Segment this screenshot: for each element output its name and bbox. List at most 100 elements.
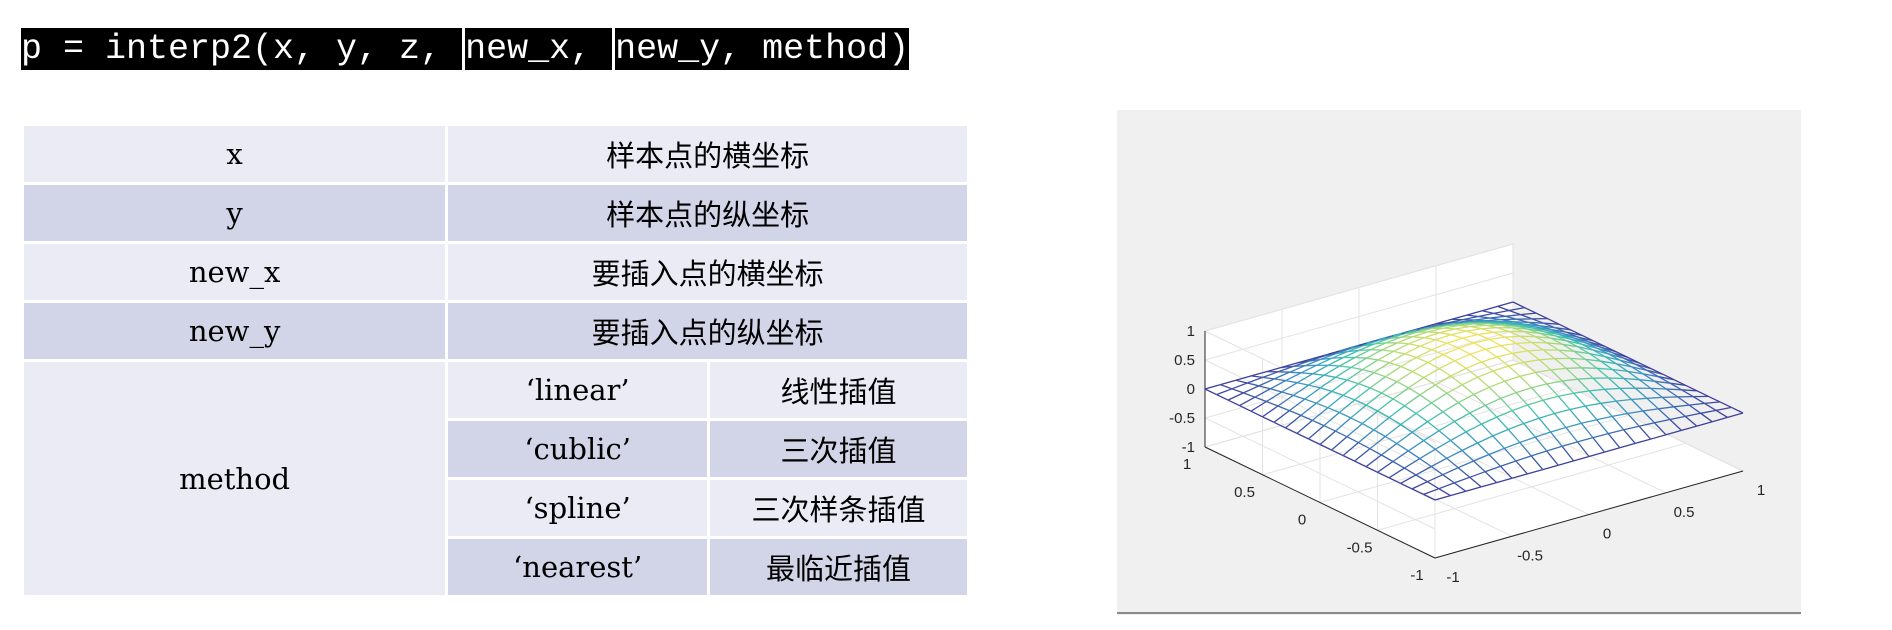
- surface-mesh-line: [1327, 394, 1344, 409]
- surface-mesh-line: [1661, 396, 1675, 408]
- table-row: x 样本点的横坐标: [20, 123, 970, 185]
- surface-mesh-line: [1430, 465, 1444, 476]
- surface-mesh-line: [1311, 407, 1329, 421]
- surface-mesh-line: [1731, 406, 1744, 414]
- surface-mesh-line: [1400, 365, 1413, 373]
- surface-mesh-line: [1623, 357, 1636, 365]
- code-separator: [612, 28, 616, 70]
- surface-mesh-line: [1477, 333, 1490, 340]
- surface-mesh-line: [1500, 342, 1517, 347]
- surface-mesh-line: [1365, 404, 1378, 412]
- surface-mesh-line: [1485, 319, 1502, 322]
- surface-mesh-line: [1581, 334, 1594, 342]
- surface-mesh-line: [1528, 321, 1540, 327]
- surface-mesh-line: [1600, 360, 1617, 365]
- surface-mesh-line: [1477, 376, 1490, 388]
- surface-mesh-line: [1342, 394, 1355, 401]
- surface-mesh-line: [1639, 362, 1652, 370]
- code-part-3: ,: [570, 29, 613, 69]
- surface-mesh-line: [1542, 349, 1556, 360]
- surface-mesh-line: [1481, 356, 1498, 363]
- surface-mesh-line: [1404, 353, 1417, 359]
- surface-mesh-line: [1569, 357, 1583, 369]
- surface-mesh-line: [1388, 416, 1402, 426]
- surface-mesh-line: [1427, 411, 1444, 423]
- surface-mesh-line: [1639, 379, 1655, 382]
- surface-mesh-line: [1419, 339, 1436, 347]
- surface-mesh-line: [1493, 312, 1506, 317]
- surface-mesh-line: [1427, 421, 1440, 432]
- surface-mesh-line: [1427, 361, 1440, 370]
- surface-mesh-line: [1423, 493, 1436, 501]
- surface-mesh-line: [1508, 306, 1525, 312]
- surface-mesh-line: [1415, 465, 1432, 476]
- surface-mesh-line: [1519, 335, 1533, 344]
- surface-mesh-line: [1300, 414, 1313, 421]
- surface-mesh-line: [1634, 387, 1648, 399]
- surface-mesh-line: [1385, 336, 1402, 344]
- surface-mesh-line: [1566, 331, 1583, 336]
- surface-mesh-line: [1585, 402, 1601, 407]
- method-option-desc: 三次插值: [707, 418, 970, 480]
- surface-mesh-line: [1458, 323, 1475, 327]
- surface-mesh-line: [1381, 442, 1398, 456]
- surface-mesh-line: [1712, 416, 1728, 423]
- surface-mesh-line: [1454, 353, 1471, 362]
- surface-mesh-line: [1492, 428, 1509, 437]
- surface-mesh-line: [1669, 382, 1682, 391]
- surface-mesh-line: [1577, 346, 1594, 351]
- surface-mesh-line: [1612, 412, 1628, 418]
- surface-mesh-line: [1373, 362, 1390, 374]
- surface-mesh-line: [1612, 352, 1625, 359]
- surface-mesh-line: [1347, 345, 1363, 353]
- surface-mesh-line: [1384, 424, 1402, 438]
- surface-mesh-line: [1608, 429, 1624, 435]
- surface-mesh-line: [1285, 379, 1298, 384]
- surface-mesh-line: [1588, 451, 1605, 458]
- surface-mesh-line: [1365, 454, 1382, 468]
- surface-mesh-line: [1458, 393, 1475, 404]
- surface-mesh-line: [1300, 364, 1317, 374]
- surface-mesh-line: [1465, 431, 1478, 444]
- surface-mesh-line: [1419, 384, 1436, 396]
- surface-mesh-line: [1216, 394, 1229, 401]
- surface-mesh-line: [1308, 384, 1321, 389]
- surface-mesh-line: [1658, 376, 1675, 381]
- surface-mesh-line: [1358, 382, 1371, 389]
- surface-mesh-line: [1369, 435, 1386, 450]
- surface-mesh-line: [1484, 471, 1498, 484]
- surface-mesh-line: [1566, 340, 1582, 345]
- surface-mesh-line: [1577, 436, 1594, 443]
- surface-mesh-line: [1446, 337, 1463, 344]
- surface-mesh-line: [1420, 345, 1432, 351]
- surface-mesh-line: [1534, 436, 1548, 452]
- surface-mesh-line: [1466, 330, 1479, 336]
- surface-mesh-line: [1596, 367, 1609, 379]
- surface-mesh-line: [1623, 377, 1640, 381]
- surface-mesh-line: [1719, 401, 1732, 408]
- surface-mesh-line: [1685, 412, 1701, 418]
- surface-mesh-line: [1412, 361, 1429, 373]
- surface-mesh-line: [1538, 412, 1555, 419]
- surface-mesh-line: [1377, 471, 1390, 479]
- surface-mesh-line: [1373, 429, 1386, 438]
- surface-mesh-line: [1457, 460, 1474, 469]
- surface-mesh-line: [1700, 409, 1717, 414]
- surface-mesh-line: [1689, 402, 1705, 406]
- surface-mesh-line: [1685, 384, 1698, 392]
- surface-mesh-line: [1593, 340, 1606, 347]
- surface-mesh-line: [1546, 450, 1559, 466]
- surface-mesh-line: [1504, 336, 1517, 344]
- surface-mesh-line: [1411, 488, 1424, 495]
- surface-mesh-line: [1470, 319, 1486, 323]
- surface-mesh-line: [1485, 324, 1498, 329]
- surface-mesh-line: [1442, 353, 1456, 362]
- surface-mesh-line: [1239, 396, 1256, 407]
- surface-mesh-line: [1273, 410, 1290, 423]
- surface-mesh-line: [1466, 310, 1483, 316]
- surface-mesh-line: [1292, 384, 1310, 396]
- surface-mesh-line: [1569, 409, 1582, 424]
- surface-mesh-line: [1266, 366, 1283, 373]
- code-part-5: , method): [720, 29, 910, 69]
- surface-mesh-line: [1308, 374, 1325, 386]
